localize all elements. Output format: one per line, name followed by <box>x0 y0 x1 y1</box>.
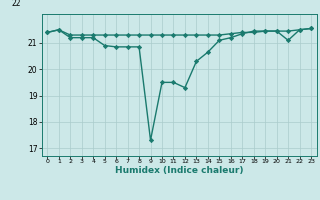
Text: 22: 22 <box>11 0 20 8</box>
X-axis label: Humidex (Indice chaleur): Humidex (Indice chaleur) <box>115 166 244 175</box>
